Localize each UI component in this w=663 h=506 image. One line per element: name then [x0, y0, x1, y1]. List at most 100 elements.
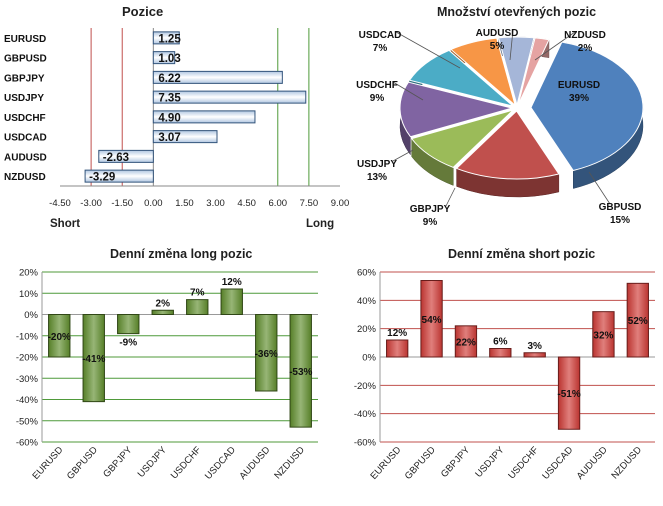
leader-line	[395, 31, 461, 69]
leader-line	[509, 29, 514, 61]
bar	[186, 299, 209, 315]
bar	[152, 130, 218, 144]
x-tick-label: GBPUSD	[65, 445, 100, 482]
category-label: GBPUSD	[4, 54, 47, 65]
bar	[152, 51, 176, 65]
pie-slice	[408, 49, 514, 107]
x-tick-label: 1.50	[175, 198, 194, 209]
data-label: 54%	[422, 315, 442, 326]
x-tick-label: USDJPY	[136, 444, 170, 480]
data-label: 12%	[387, 328, 407, 339]
category-label: USDJPY	[4, 93, 44, 104]
bar	[420, 280, 443, 358]
bar	[152, 70, 283, 84]
long-label: Long	[306, 218, 334, 230]
data-label: 6%	[493, 337, 508, 348]
y-tick-label: 20%	[19, 268, 39, 279]
data-label: -9%	[119, 338, 137, 349]
data-label: -41%	[82, 354, 105, 365]
bar	[523, 352, 546, 358]
slice-value-label: 9%	[370, 93, 385, 104]
leader-line	[445, 187, 456, 207]
bar	[220, 288, 243, 315]
leader-line	[392, 81, 424, 101]
data-label: 3%	[527, 341, 542, 352]
x-tick-label: 9.00	[331, 198, 350, 209]
bar	[489, 348, 512, 358]
data-label: 32%	[593, 330, 613, 341]
y-tick-label: -60%	[354, 438, 377, 449]
data-label: 22%	[456, 337, 476, 348]
daily-short-change-chart: Denní změna short pozic 60% 40% 20% 0% -20% -4…	[330, 238, 663, 501]
y-tick-label: -40%	[16, 395, 39, 406]
x-tick-label: 4.50	[237, 198, 256, 209]
slice-name-label: GBPJPY	[410, 204, 451, 215]
x-tick-label: EURUSD	[30, 445, 65, 482]
x-tick-label: 0.00	[144, 198, 163, 209]
y-tick-label: 20%	[357, 324, 377, 335]
value-label: 1.25	[158, 33, 181, 45]
category-label: USDCAD	[4, 133, 47, 144]
slice-name-label: EURUSD	[558, 80, 600, 91]
value-label: -3.29	[89, 172, 115, 184]
category-label: USDCHF	[4, 113, 46, 124]
x-tick-label: GBPJPY	[439, 444, 473, 480]
x-tick-label: NZDUSD	[272, 445, 307, 482]
y-tick-label: 10%	[19, 289, 39, 300]
slice-name-label: USDCAD	[359, 30, 402, 41]
pie-slice	[410, 109, 514, 168]
x-tick-label: USDCHF	[169, 445, 204, 482]
x-tick-label: 3.00	[206, 198, 225, 209]
open-positions-pie-chart: Množství otevřených pozic EURUSD 39% GBPUSD…	[355, 0, 663, 235]
category-label: GBPJPY	[4, 73, 45, 84]
x-tick-label: AUDUSD	[237, 445, 272, 482]
y-tick-label: -10%	[16, 331, 39, 342]
x-tick-label: AUDUSD	[575, 445, 610, 482]
bar	[386, 339, 409, 358]
pie-slice	[450, 37, 517, 107]
y-tick-label: -20%	[354, 381, 377, 392]
leader-line	[392, 149, 414, 162]
leader-line	[534, 31, 576, 61]
bar	[454, 325, 478, 358]
pie-chart: Množství otevřených pozic EURUSD 39% GBPUSD…	[356, 5, 644, 228]
bar	[152, 110, 256, 124]
bar	[592, 311, 615, 358]
x-tick-label: 7.50	[300, 198, 319, 209]
bar	[152, 90, 307, 104]
data-label: -36%	[255, 349, 278, 360]
x-tick-label: -1.50	[111, 198, 133, 209]
value-label: 1.03	[158, 53, 180, 65]
bar	[84, 169, 154, 183]
chart-title: Pozice	[122, 4, 163, 19]
x-tick-label: USDCAD	[540, 445, 575, 482]
y-tick-label: 0%	[362, 353, 376, 364]
x-tick-label: 6.00	[269, 198, 288, 209]
slice-name-label: USDJPY	[357, 159, 397, 170]
slice-value-label: 9%	[423, 217, 438, 228]
data-label: 52%	[628, 316, 648, 327]
value-label: 7.35	[158, 93, 181, 105]
y-tick-label: -30%	[16, 374, 39, 385]
bar	[557, 356, 581, 430]
bar	[117, 314, 140, 335]
long-change-bar-chart: Denní změna long pozic 20% 10% 0% -10% -20% -3…	[16, 247, 318, 482]
data-label: -51%	[557, 389, 580, 400]
x-tick-label: -3.00	[80, 198, 102, 209]
data-label: 12%	[222, 277, 242, 288]
slice-name-label: USDCHF	[356, 80, 398, 91]
leader-line	[588, 171, 611, 205]
data-label: -20%	[48, 332, 71, 343]
x-tick-label: NZDUSD	[609, 445, 644, 482]
category-label: NZDUSD	[4, 172, 46, 183]
value-label: -2.63	[103, 152, 129, 164]
category-label: EURUSD	[4, 34, 46, 45]
slice-value-label: 15%	[610, 215, 630, 226]
category-label: AUDUSD	[4, 152, 47, 163]
positions-chart: Pozice EURUSD 1.25 GBPUSD 1.03 GBPJPY 6.22 USDJ…	[0, 0, 355, 235]
short-change-bar-chart: Denní změna short pozic 60% 40% 20% 0% -20% -4…	[354, 247, 655, 482]
chart-title: Denní změna long pozic	[110, 247, 252, 261]
y-tick-label: 60%	[357, 268, 377, 279]
bar	[255, 314, 278, 392]
bar	[98, 149, 154, 163]
